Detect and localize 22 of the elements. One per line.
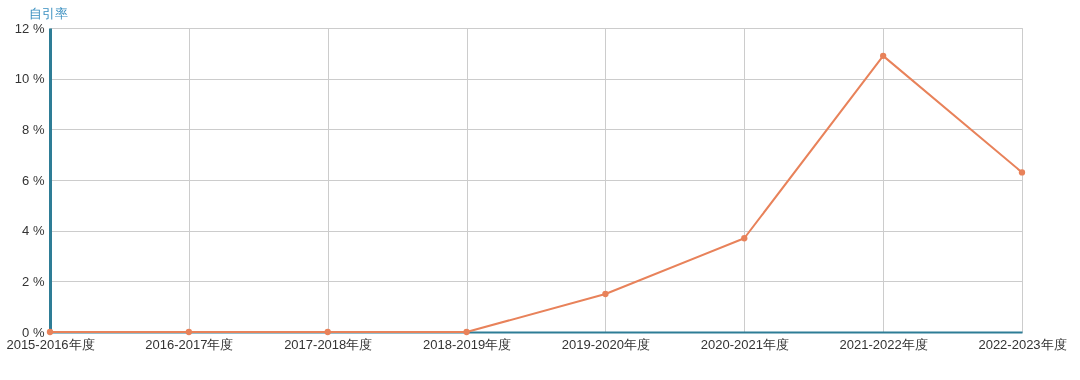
x-tick-label: 2018-2019年度 bbox=[422, 336, 512, 352]
point bbox=[324, 328, 331, 336]
x-tick-label: 2016-2017年度 bbox=[145, 336, 234, 352]
point bbox=[185, 328, 193, 336]
y-tick-label: 8 % bbox=[22, 121, 45, 137]
y-tick-label: 10 % bbox=[14, 71, 45, 87]
x-tick-label: 2019-2020年度 bbox=[561, 336, 651, 352]
point bbox=[1018, 169, 1026, 176]
point bbox=[879, 52, 887, 60]
point bbox=[46, 328, 54, 336]
y-tick-label: 12 % bbox=[14, 20, 45, 36]
x-tick-label: 2020-2021年度 bbox=[700, 336, 789, 352]
y-tick-label: 4 % bbox=[22, 223, 45, 239]
point bbox=[463, 328, 470, 336]
x-tick-label: 2021-2022年度 bbox=[839, 336, 928, 352]
point bbox=[602, 290, 609, 298]
point bbox=[741, 235, 748, 242]
y-tick-label: 2 % bbox=[22, 273, 45, 289]
x-tick-label: 2022-2023年度 bbox=[978, 336, 1067, 352]
y-tick-label: 6 % bbox=[22, 172, 45, 188]
x-tick-label: 2017-2018年度 bbox=[284, 336, 373, 352]
y-axis-title: 自引率 bbox=[28, 5, 68, 21]
